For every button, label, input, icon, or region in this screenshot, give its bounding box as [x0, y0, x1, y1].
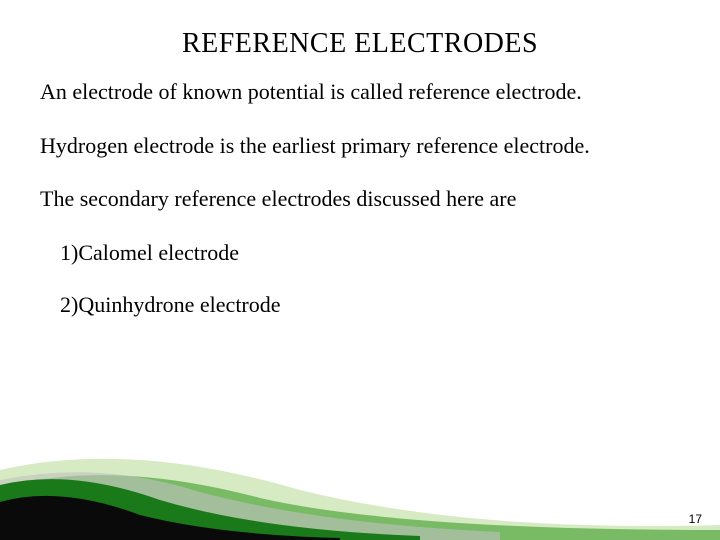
list-item-1: 1)Calomel electrode: [60, 239, 680, 268]
decorative-swoosh: [0, 430, 720, 540]
slide-container: REFERENCE ELECTRODES An electrode of kno…: [0, 0, 720, 540]
list-item-2: 2)Quinhydrone electrode: [60, 291, 680, 320]
page-number: 17: [689, 512, 702, 526]
paragraph-3: The secondary reference electrodes discu…: [40, 185, 680, 213]
slide-title: REFERENCE ELECTRODES: [40, 28, 680, 60]
paragraph-1: An electrode of known potential is calle…: [40, 78, 680, 106]
paragraph-2: Hydrogen electrode is the earliest prima…: [40, 132, 680, 160]
